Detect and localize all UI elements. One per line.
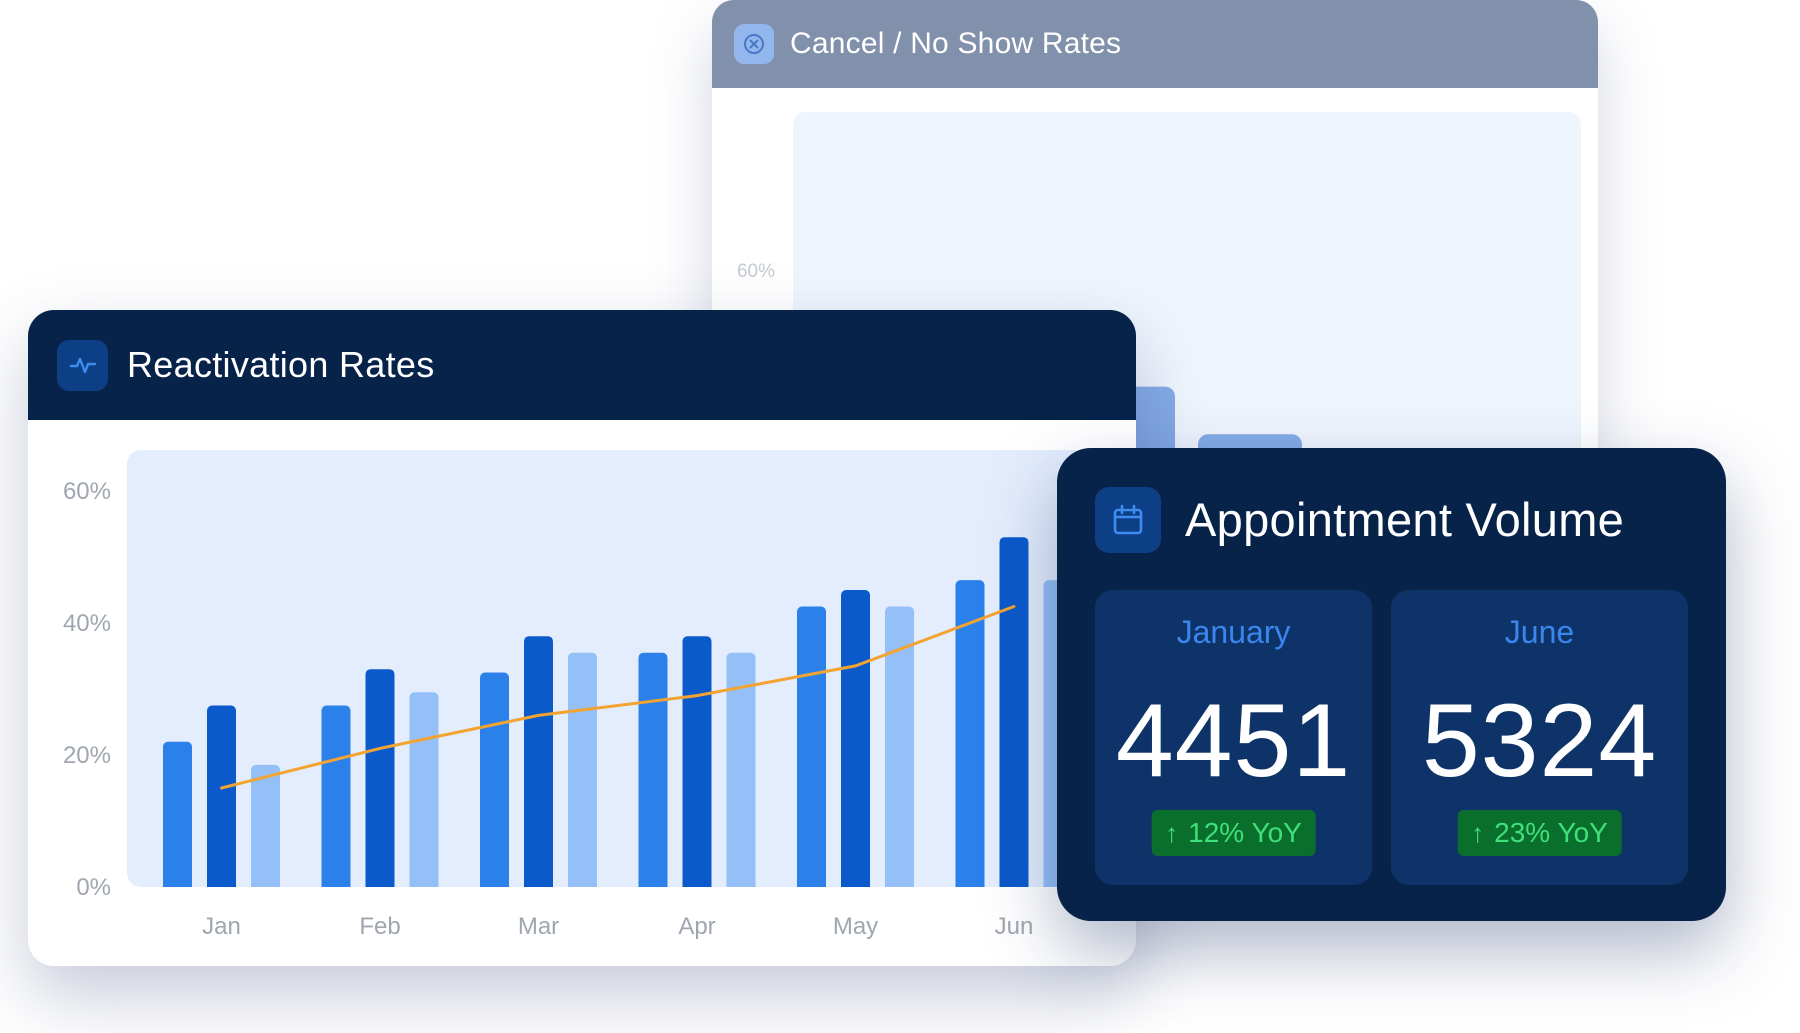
stat-box-january: January 4451 ↑ 12% YoY [1095, 590, 1372, 885]
bar-base [365, 881, 395, 887]
y-tick-label: 60% [63, 478, 111, 505]
bar [568, 652, 597, 887]
bar-base [955, 881, 985, 887]
bar-base [999, 881, 1029, 887]
appointment-volume-card: Appointment Volume January 4451 ↑ 12% Yo… [1057, 448, 1726, 921]
bar-base [163, 881, 192, 887]
bar-base [409, 881, 439, 887]
bar [163, 741, 192, 887]
reactivation-card-title: Reactivation Rates [127, 344, 435, 385]
bar-base [726, 881, 756, 887]
bar-base [797, 881, 826, 887]
bar [885, 606, 914, 887]
bar-base [885, 881, 914, 887]
cancel-card-header: Cancel / No Show Rates [712, 0, 1598, 88]
yoy-badge-text: 23% YoY [1494, 817, 1608, 848]
bar-base [251, 881, 280, 887]
stat-month-label: June [1504, 614, 1575, 650]
x-tick-label: May [833, 913, 878, 940]
bar [251, 764, 280, 887]
bar [797, 606, 826, 887]
bar [365, 669, 395, 887]
bar-base [568, 881, 597, 887]
bar [409, 692, 439, 887]
pulse-icon [57, 339, 108, 391]
x-tick-label: Jan [202, 913, 241, 940]
trend-line [220, 605, 1016, 790]
x-tick-label: Jun [995, 913, 1034, 940]
arrow-up-icon: ↑ [1165, 817, 1179, 848]
bar-base [480, 881, 509, 887]
reactivation-card-header: Reactivation Rates [28, 310, 1136, 420]
bar [682, 636, 712, 887]
bar-base [638, 881, 668, 887]
y-tick-label: 60% [737, 261, 775, 282]
bar-base [321, 881, 351, 887]
bar [999, 537, 1029, 887]
yoy-badge-text: 12% YoY [1188, 817, 1302, 848]
reactivation-chart: 60% 40% 20% 0% Jan Feb Mar Apr May Jun [63, 450, 1136, 940]
stat-box-june: June 5324 ↑ 23% YoY [1391, 590, 1688, 885]
x-tick-label: Mar [518, 913, 559, 940]
bar-base [841, 881, 870, 887]
bar [726, 652, 756, 887]
y-tick-label: 20% [63, 742, 111, 769]
bar [207, 705, 236, 887]
bar-base [524, 881, 553, 887]
yoy-badge: ↑ 12% YoY [1151, 810, 1316, 856]
y-tick-label: 0% [76, 874, 111, 901]
bar [524, 636, 553, 887]
reactivation-card: Reactivation Rates 60% 40% 20% 0% Jan Feb Mar A… [28, 310, 1136, 966]
bar-base [207, 881, 236, 887]
x-tick-label: Apr [678, 913, 715, 940]
cancel-card-title: Cancel / No Show Rates [790, 27, 1122, 60]
yoy-badge: ↑ 23% YoY [1457, 810, 1622, 856]
y-tick-label: 40% [63, 610, 111, 637]
bar [321, 705, 351, 887]
x-tick-label: Feb [359, 913, 400, 940]
arrow-up-icon: ↑ [1471, 817, 1485, 848]
stat-month-label: January [1176, 614, 1291, 650]
cancel-circle-icon [734, 24, 774, 64]
stat-value: 4451 [1115, 683, 1352, 799]
bar [841, 590, 870, 887]
bar [480, 672, 509, 887]
bar [638, 652, 668, 887]
bar-base [682, 881, 712, 887]
appointment-volume-title: Appointment Volume [1185, 493, 1625, 546]
calendar-icon [1095, 487, 1161, 553]
bar [955, 580, 985, 887]
stat-value: 5324 [1421, 683, 1658, 799]
